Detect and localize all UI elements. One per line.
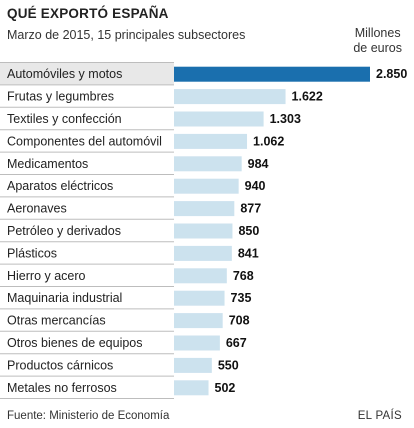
chart-title: QUÉ EXPORTÓ ESPAÑA [7,6,169,21]
value-label: 1.622 [292,90,323,104]
bar [174,89,286,105]
category-label: Textiles y confección [7,112,122,126]
unit-label-line1: Millones [354,26,401,40]
bar [174,66,370,82]
category-label: Medicamentos [7,157,88,171]
bar [174,313,223,329]
value-label: 768 [233,269,254,283]
source-note: Fuente: Ministerio de Economía [7,410,170,422]
category-label: Productos cárnicos [7,358,113,372]
category-label: Plásticos [7,246,57,260]
bar [174,201,235,217]
bar [174,290,225,306]
highlight-row-background [0,63,174,85]
value-label: 550 [218,358,239,372]
category-label: Aparatos eléctricos [7,179,113,193]
value-label: 1.062 [253,134,284,148]
value-label: 877 [240,202,261,216]
value-label: 984 [248,157,269,171]
bar-chart: Automóviles y motos 2.850 Frutas y legumbr… [0,62,407,399]
bar [174,268,227,284]
category-label: Hierro y acero [7,269,86,283]
category-label: Metales no ferrosos [7,381,117,395]
bar [174,223,233,239]
category-label: Componentes del automóvil [7,134,162,148]
value-label: 940 [245,179,266,193]
category-label: Automóviles y motos [7,67,122,81]
category-label: Petróleo y derivados [7,224,121,238]
value-label: 667 [226,336,247,350]
chart-subtitle: Marzo de 2015, 15 principales subsectore… [7,28,246,42]
unit-label-line2: de euros [353,41,402,55]
bar [174,156,242,172]
bar [174,380,209,396]
category-label: Otros bienes de equipos [7,336,143,350]
value-label: 850 [238,224,259,238]
bar [174,178,239,194]
bar [174,245,232,261]
category-label: Frutas y legumbres [7,90,114,104]
value-label: 708 [229,314,250,328]
unit-label: Millones de euros [353,26,402,56]
value-label: 502 [215,381,236,395]
bar [174,111,264,127]
value-label: 841 [238,246,259,260]
category-label: Maquinaria industrial [7,291,122,305]
value-label: 1.303 [270,112,301,126]
bar [174,357,212,373]
category-label: Otras mercancías [7,314,106,328]
brand-logo: EL PAÍS [357,410,402,422]
category-label: Aeronaves [7,202,67,216]
value-label: 735 [231,291,252,305]
bar [174,133,248,149]
value-label: 2.850 [376,67,407,81]
bar [174,335,220,351]
